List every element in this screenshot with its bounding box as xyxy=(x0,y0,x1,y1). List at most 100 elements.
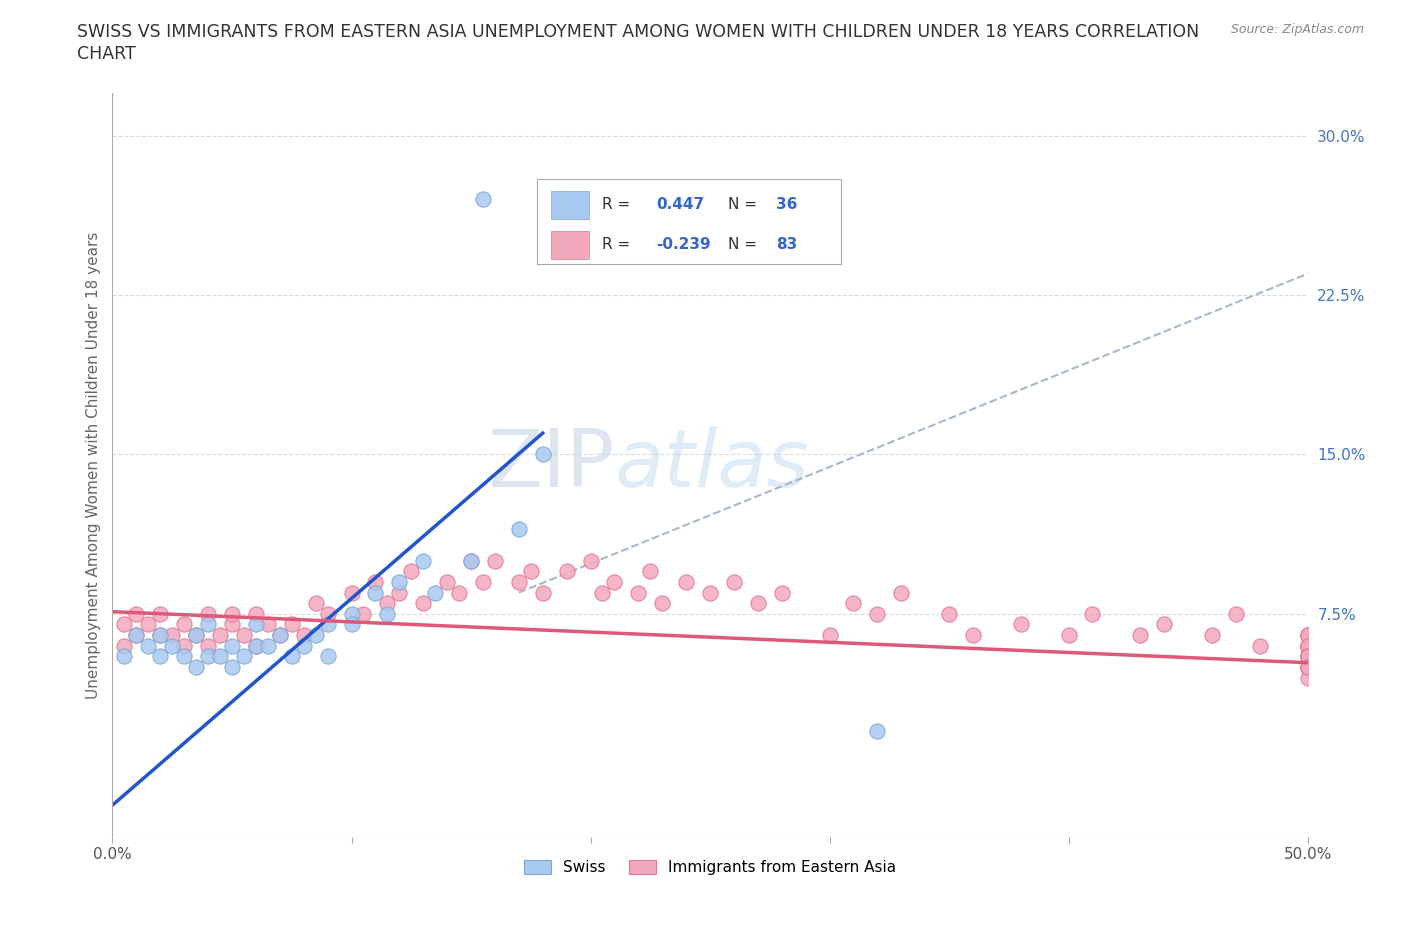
Point xyxy=(579,553,602,568)
Point xyxy=(1296,638,1319,653)
Point xyxy=(233,649,256,664)
Point xyxy=(125,628,148,643)
Point xyxy=(281,649,304,664)
Point xyxy=(125,628,148,643)
Point xyxy=(962,628,984,643)
Point xyxy=(699,585,721,600)
Text: -0.239: -0.239 xyxy=(657,237,711,252)
Point xyxy=(316,617,339,631)
Point xyxy=(197,606,219,621)
Point xyxy=(1296,628,1319,643)
Point xyxy=(316,649,339,664)
Point xyxy=(173,638,195,653)
Point xyxy=(425,585,447,600)
Point xyxy=(209,628,232,643)
Point xyxy=(388,575,411,590)
FancyBboxPatch shape xyxy=(551,191,589,219)
Point xyxy=(472,575,495,590)
Point xyxy=(257,638,280,653)
FancyBboxPatch shape xyxy=(551,231,589,259)
Point xyxy=(531,447,554,462)
Text: N =: N = xyxy=(728,237,756,252)
Point xyxy=(352,606,374,621)
Point xyxy=(305,596,328,611)
Point xyxy=(186,659,208,674)
Point xyxy=(818,628,841,643)
Point xyxy=(245,606,267,621)
Point xyxy=(138,638,160,653)
Point xyxy=(640,564,662,578)
Point xyxy=(149,649,172,664)
Point xyxy=(1296,659,1319,674)
Point xyxy=(1296,638,1319,653)
Point xyxy=(1225,606,1247,621)
Point xyxy=(1296,638,1319,653)
Point xyxy=(114,638,135,653)
Point xyxy=(197,617,219,631)
Point xyxy=(1057,628,1080,643)
Point xyxy=(292,638,315,653)
Point xyxy=(1296,628,1319,643)
Point xyxy=(1201,628,1223,643)
Point xyxy=(866,724,889,738)
Point xyxy=(1296,671,1319,685)
Text: ZIP: ZIP xyxy=(486,426,614,504)
Point xyxy=(149,606,172,621)
Point xyxy=(281,617,304,631)
Point xyxy=(1296,659,1319,674)
Point xyxy=(460,553,482,568)
Point xyxy=(149,628,172,643)
Point xyxy=(186,628,208,643)
Point xyxy=(197,638,219,653)
Point xyxy=(197,649,219,664)
Text: 36: 36 xyxy=(776,197,797,212)
Text: R =: R = xyxy=(603,237,631,252)
Point xyxy=(245,638,267,653)
Text: 83: 83 xyxy=(776,237,797,252)
Point xyxy=(173,617,195,631)
Point xyxy=(472,192,495,206)
Point xyxy=(1296,649,1319,664)
Point xyxy=(1296,649,1319,664)
FancyBboxPatch shape xyxy=(537,179,842,264)
Point xyxy=(245,638,267,653)
Point xyxy=(221,617,243,631)
Point xyxy=(447,585,470,600)
Point xyxy=(1249,638,1271,653)
Point xyxy=(186,628,208,643)
Text: atlas: atlas xyxy=(614,426,810,504)
Point xyxy=(269,628,291,643)
Point xyxy=(484,553,506,568)
Point xyxy=(125,606,148,621)
Point xyxy=(412,596,434,611)
Point xyxy=(555,564,578,578)
Text: Source: ZipAtlas.com: Source: ZipAtlas.com xyxy=(1230,23,1364,36)
Point xyxy=(340,617,363,631)
Point xyxy=(138,617,160,631)
Point xyxy=(388,585,411,600)
Point xyxy=(173,649,195,664)
Point xyxy=(1010,617,1032,631)
Point xyxy=(233,628,256,643)
Point xyxy=(316,606,339,621)
Point xyxy=(305,628,328,643)
Point xyxy=(508,522,530,537)
Text: R =: R = xyxy=(603,197,631,212)
Point xyxy=(114,649,135,664)
Point xyxy=(364,585,387,600)
Text: 0.447: 0.447 xyxy=(657,197,704,212)
Point xyxy=(221,606,243,621)
Point xyxy=(340,585,363,600)
Point xyxy=(508,575,530,590)
Point xyxy=(1296,649,1319,664)
Point xyxy=(377,596,399,611)
Point xyxy=(412,553,434,568)
Point xyxy=(531,585,554,600)
Point xyxy=(292,628,315,643)
Point xyxy=(245,617,267,631)
Point xyxy=(770,585,793,600)
Point xyxy=(149,628,172,643)
Point xyxy=(221,638,243,653)
Point xyxy=(842,596,865,611)
Point xyxy=(520,564,543,578)
